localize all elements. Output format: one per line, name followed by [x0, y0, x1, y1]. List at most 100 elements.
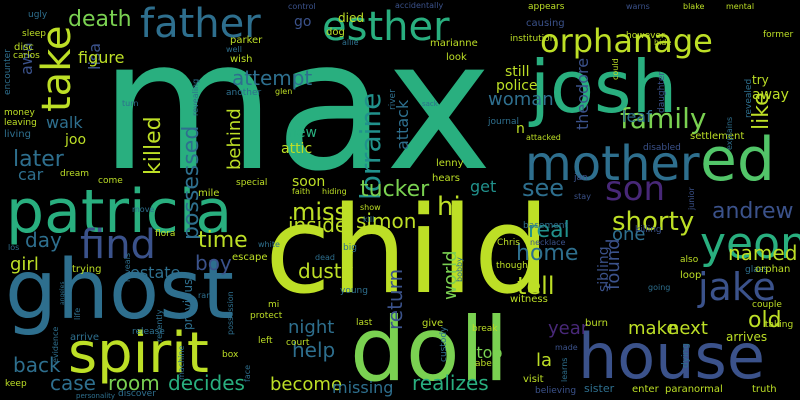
word-disc: disc	[14, 42, 34, 53]
word-world: world	[440, 250, 461, 300]
word-shorty: shorty	[612, 207, 694, 237]
word-attack: attack	[393, 99, 412, 150]
word-left: left	[258, 336, 273, 346]
word-appears: appears	[528, 2, 565, 12]
word-doll: doll	[350, 298, 509, 400]
word-mile: mile	[198, 188, 219, 199]
word-could: could	[611, 58, 620, 80]
word-former: former	[763, 30, 794, 40]
word-tell: tell	[517, 272, 555, 300]
word-another: another	[226, 88, 261, 98]
word-ugly: ugly	[28, 10, 48, 20]
word-death: death	[68, 7, 132, 32]
word-possessed: possessed	[179, 126, 204, 240]
word-house: house	[578, 320, 765, 393]
word-hide: hide	[654, 38, 671, 47]
word-help: help	[292, 338, 335, 362]
word-court: court	[286, 338, 310, 348]
word-inside: inside	[288, 213, 347, 237]
word-lisa: lisa	[85, 43, 104, 70]
word-special: special	[236, 178, 267, 188]
word-witness: witness	[510, 294, 548, 305]
word-wish: wish	[230, 54, 253, 65]
word-mi: mi	[268, 300, 279, 310]
word-woman: woman	[488, 89, 554, 110]
word-see: see	[522, 174, 564, 202]
word-try: try	[752, 73, 769, 87]
word-move: move	[132, 205, 154, 214]
word-home: home	[516, 241, 578, 266]
word-make: make	[628, 318, 677, 339]
word-causing: causing	[526, 18, 565, 29]
word-attacked: attacked	[526, 133, 561, 142]
word-orphanage: orphanage	[540, 22, 713, 60]
word-river: river	[388, 89, 398, 110]
word-white: white	[258, 240, 280, 249]
word-father: father	[140, 1, 261, 47]
word-joo: joo	[64, 132, 86, 148]
word-junior: junior	[687, 187, 696, 211]
word-revealed: revealed	[744, 79, 754, 118]
word-killing: killing	[635, 225, 662, 235]
word-la: la	[536, 350, 552, 371]
word-son: son	[605, 169, 665, 209]
word-evidence: evidence	[51, 327, 60, 363]
word-glass: glass	[745, 265, 768, 275]
word-night: night	[288, 317, 334, 338]
word-truth: truth	[752, 384, 777, 395]
word-back: back	[13, 353, 61, 377]
word-next: next	[668, 318, 708, 339]
word-break: break	[472, 324, 498, 334]
word-ghost: ghost	[5, 243, 234, 338]
word-ram: ram	[198, 291, 214, 300]
word-encounter: encounter	[3, 49, 13, 95]
word-previous: previous	[181, 279, 195, 330]
word-trying: trying	[72, 264, 101, 275]
word-come: come	[98, 176, 123, 186]
word-new: new	[288, 125, 317, 141]
word-daughter: daughter	[657, 72, 667, 113]
word-leaving: leaving	[4, 118, 37, 128]
word-recently: recently	[155, 309, 164, 342]
word-flora: flora	[155, 229, 175, 239]
word-young: young	[340, 286, 368, 296]
word-allie: allie	[342, 38, 359, 47]
word-los: los	[8, 243, 19, 252]
word-burn: burn	[585, 318, 608, 329]
word-stay: stay	[574, 192, 591, 201]
word-loop: loop	[680, 270, 701, 281]
word-dusty: dusty	[298, 259, 354, 283]
word-show: show	[360, 203, 381, 212]
word-simon: simon	[356, 209, 416, 233]
word-well: well	[226, 45, 242, 54]
word-paranormal: paranormal	[665, 384, 723, 395]
word-dead: dead	[315, 253, 335, 262]
word-later: later	[13, 147, 65, 172]
word-theodore: theodore	[573, 58, 592, 130]
word-glen: glen	[275, 87, 292, 96]
word-boy: boy	[195, 251, 232, 275]
word-year: year	[548, 318, 589, 339]
word-mental: mental	[726, 2, 754, 11]
word-big: big	[343, 243, 357, 253]
word-jan: jan	[573, 173, 588, 183]
word-find: find	[80, 222, 156, 268]
word-basement: basement	[523, 221, 568, 231]
word-accidentally: accidentally	[395, 1, 443, 10]
word-child: child	[265, 182, 550, 321]
word-enter: enter	[632, 384, 660, 395]
word-decides: decides	[168, 371, 245, 395]
word-taking: taking	[765, 320, 793, 330]
word-still: still	[505, 64, 529, 80]
word-learns: learns	[560, 358, 569, 382]
word-give: give	[422, 318, 443, 329]
word-dog: dog	[326, 27, 345, 38]
word-living: living	[4, 129, 31, 140]
word-josh: josh	[528, 45, 677, 129]
word-return: return	[383, 269, 407, 330]
word-old: old	[748, 308, 782, 333]
word-reveals: reveals	[123, 253, 132, 282]
word-release: release	[132, 327, 165, 337]
word-spirit: spirit	[68, 321, 209, 386]
